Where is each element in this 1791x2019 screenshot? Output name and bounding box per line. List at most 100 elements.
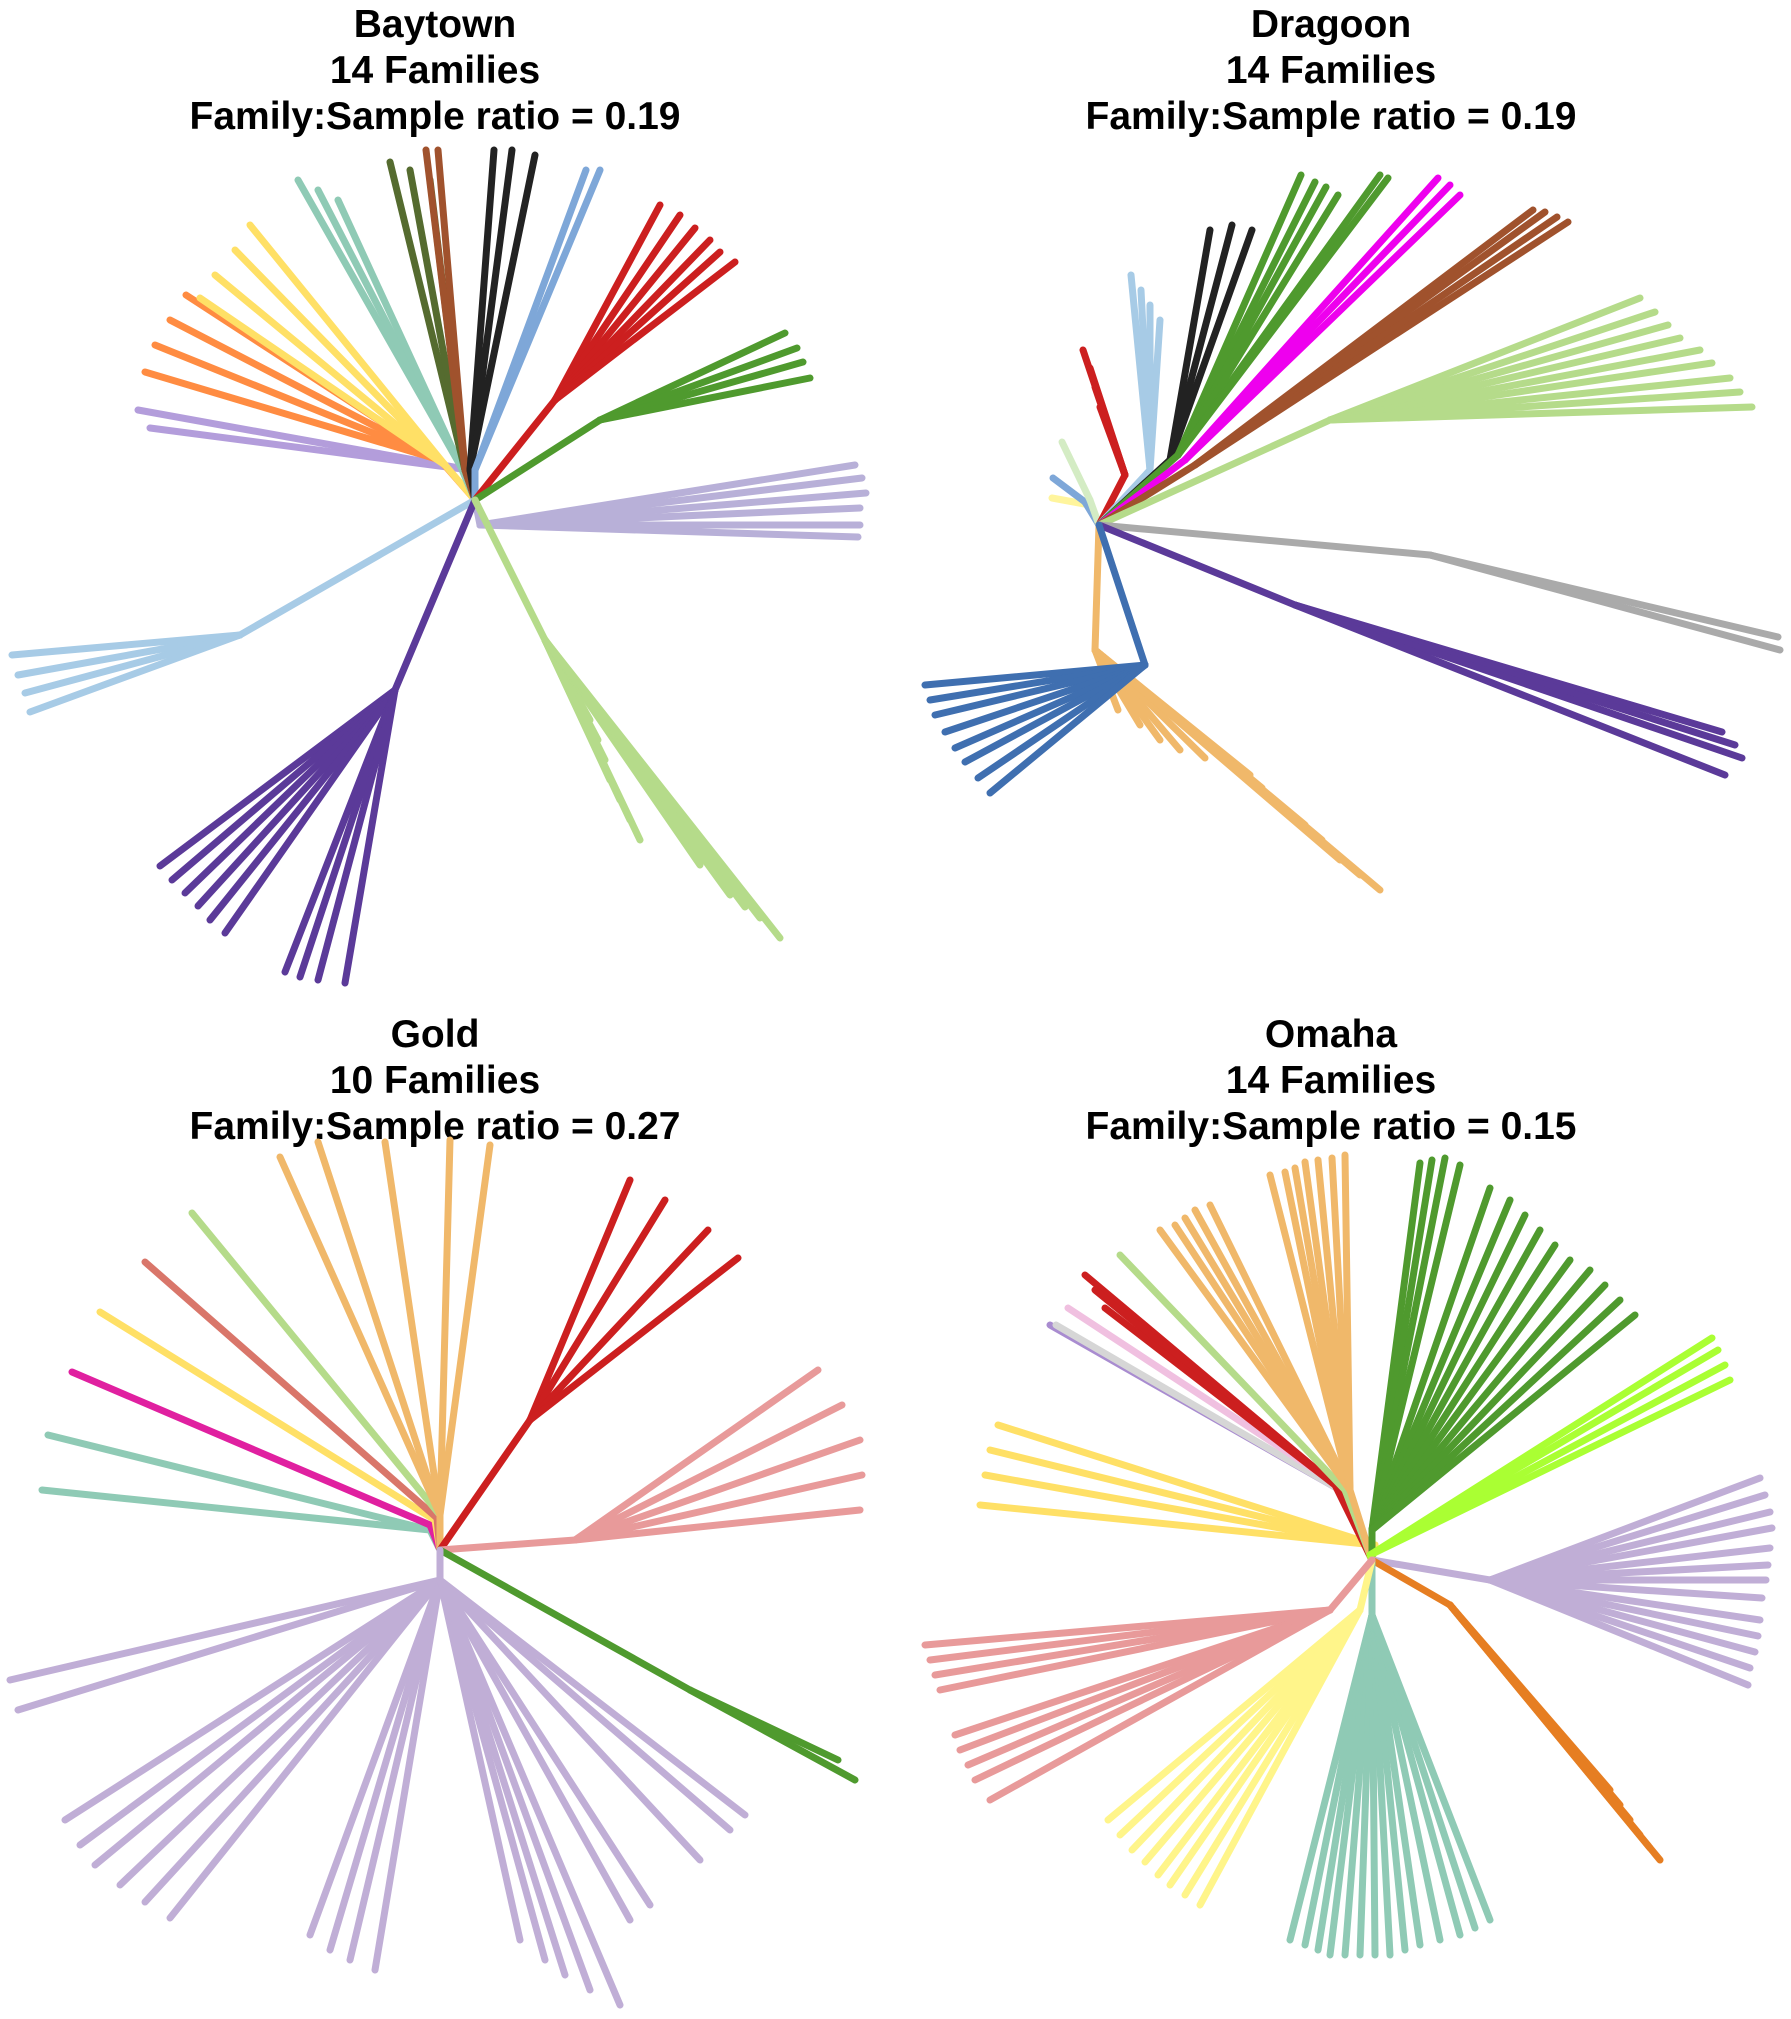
tree-leaf (1291, 601, 1729, 779)
tree-leaf (166, 316, 444, 464)
tree-leaf (141, 1258, 441, 1522)
tree-leaf (1196, 1606, 1364, 1909)
phylogenetic-tree (921, 1151, 1776, 1959)
tree-leaf (1368, 1161, 1464, 1534)
tree-branch (1095, 521, 1299, 609)
family-count: 14 Families (1225, 49, 1437, 92)
tree-panel-gold: Gold 10 Families Family:Sample ratio = 0… (0, 1010, 895, 2019)
tree-leaf (96, 1308, 439, 1524)
tree-leaf (526, 1196, 669, 1424)
tree-leaf (1368, 1311, 1639, 1534)
panel-title: Dragoon 14 Families Family:Sample ratio … (896, 2, 1766, 140)
tree-branch (1346, 1486, 1376, 1564)
tree-leaf (381, 1138, 444, 1519)
panel-title: Omaha 14 Families Family:Sample ratio = … (896, 1012, 1766, 1150)
tree-leaf (571, 1436, 864, 1544)
tree-leaf (994, 1421, 1379, 1549)
tree-leaf (596, 374, 814, 424)
tree-leaf (436, 1576, 594, 1994)
tree-leaf (571, 1471, 866, 1544)
tree-leaf (971, 1606, 1334, 1784)
tree-branch (436, 1536, 579, 1554)
tree-leaf (526, 1176, 634, 1424)
tree-leaf (526, 1254, 742, 1424)
panel-title: Gold 10 Families Family:Sample ratio = 0… (0, 1012, 870, 1150)
family-sample-ratio: Family:Sample ratio = 0.19 (1085, 95, 1577, 138)
tree-leaf (1206, 1201, 1354, 1494)
tree-leaf (976, 1501, 1379, 1549)
tree-leaf (1096, 403, 1129, 479)
tree-leaf (1052, 1321, 1344, 1494)
tree-leaf (211, 271, 449, 469)
tree-leaf (1191, 218, 1572, 469)
tree-leaf (1166, 226, 1256, 464)
tree-leaf (436, 1576, 704, 1864)
tree-leaf (466, 146, 516, 474)
tree-leaf (471, 166, 604, 474)
tree-leaf (436, 1576, 634, 1924)
tree-leaf (986, 1606, 1334, 1804)
tree-leaf (1181, 191, 1464, 464)
family-count: 10 Families (329, 1059, 541, 1102)
tree-panel-baytown: Baytown 14 Families Family:Sample ratio … (0, 0, 895, 1009)
tree-leaf (314, 686, 399, 984)
tree-leaf (686, 1686, 859, 1784)
tree-leaf (151, 341, 444, 464)
tree-leaf (38, 1486, 434, 1534)
family-count: 14 Families (1225, 1059, 1437, 1102)
tree-leaf (466, 151, 539, 474)
tree-leaf (1366, 1376, 1734, 1559)
tree-leaf (1174, 174, 1392, 459)
tree-leaf (571, 1366, 822, 1544)
tree-leaf (61, 1576, 444, 1824)
tree-leaf (326, 1576, 444, 1954)
tree-leaf (166, 1576, 444, 1922)
tree-leaf (1116, 1251, 1349, 1494)
tree-leaf (76, 1576, 444, 1849)
tree-leaf (1146, 316, 1164, 474)
family-count: 14 Families (329, 49, 541, 92)
tree-panel-omaha: Omaha 14 Families Family:Sample ratio = … (896, 1010, 1791, 2019)
site-name: Baytown (353, 3, 517, 46)
tree-leaf (1446, 1601, 1664, 1864)
tree-branch (1095, 416, 1334, 529)
tree-leaf (571, 1401, 846, 1544)
tree-leaf (1058, 438, 1094, 504)
tree-branch (1091, 521, 1103, 654)
tree-leaf (1101, 1304, 1339, 1489)
tree-leaf (1486, 1576, 1752, 1689)
tree-leaf (1368, 1256, 1574, 1534)
tree-leaf (541, 636, 644, 844)
site-name: Dragoon (1250, 3, 1412, 46)
tree-leaf (346, 1576, 444, 1964)
tree-branch (471, 496, 549, 644)
tree-leaf (1368, 1266, 1594, 1534)
tree-leaf (936, 1606, 1334, 1694)
tree-leaf (551, 258, 739, 404)
tree-leaf (1486, 1576, 1766, 1602)
tree-leaf (371, 1576, 444, 1974)
tree-leaf (221, 686, 399, 937)
phylogenetic-tree (8, 146, 870, 987)
tree-leaf (1368, 1611, 1494, 1924)
tree-leaf (986, 1446, 1379, 1549)
tree-branch (391, 496, 479, 694)
tree-leaf (141, 368, 444, 464)
tree-leaf (1368, 1281, 1609, 1534)
tree-leaf (1049, 474, 1089, 506)
tree-leaf (276, 1153, 444, 1519)
tree-leaf (116, 1576, 444, 1889)
tree-branch (1095, 521, 1149, 669)
tree-leaf (196, 294, 449, 469)
tree-leaf (1368, 1296, 1624, 1534)
tree-leaf (314, 1138, 444, 1519)
tree-leaf (91, 1576, 444, 1869)
phylogenetic-tree (921, 171, 1784, 894)
tree-leaf (434, 146, 469, 474)
tree-leaf (334, 196, 464, 469)
tree-leaf (1326, 403, 1756, 424)
tree-branch (471, 416, 604, 504)
tree-branch (1326, 1556, 1376, 1614)
tree-branch (1368, 1556, 1494, 1584)
tree-leaf (436, 1576, 749, 1819)
